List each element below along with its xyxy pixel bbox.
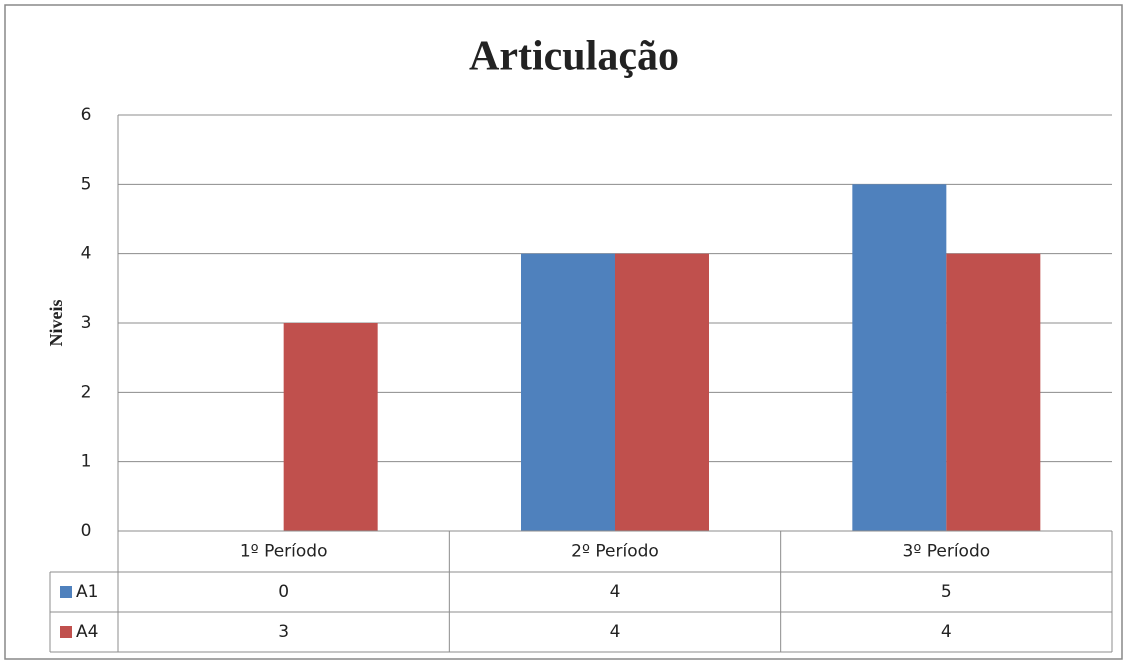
legend-key [60,626,72,638]
table-value: 0 [278,582,289,602]
y-tick-label: 2 [81,382,92,402]
x-tick-label: 2º Período [571,542,659,562]
y-tick-label: 6 [81,105,92,125]
y-tick-label: 5 [81,174,92,194]
bar [946,253,1041,531]
y-tick-label: 3 [81,313,92,333]
x-tick-label: 3º Período [903,542,991,562]
x-tick-label: 1º Período [240,542,328,562]
table-value: 4 [941,622,952,642]
y-axis-label: Niveis [46,300,66,347]
legend-key [60,586,72,598]
table-value: 4 [610,582,621,602]
legend-label: A4 [76,622,98,642]
table-value: 3 [278,622,289,642]
y-tick-label: 4 [81,244,92,264]
legend-label: A1 [76,582,98,602]
y-tick-label: 1 [81,452,92,472]
bar [852,184,947,532]
y-tick-label: 0 [81,521,92,541]
bar [615,253,709,531]
table-value: 5 [941,582,952,602]
chart-title: Articulação [469,34,679,80]
bar [521,253,615,531]
bar [283,323,378,531]
table-value: 4 [610,622,621,642]
